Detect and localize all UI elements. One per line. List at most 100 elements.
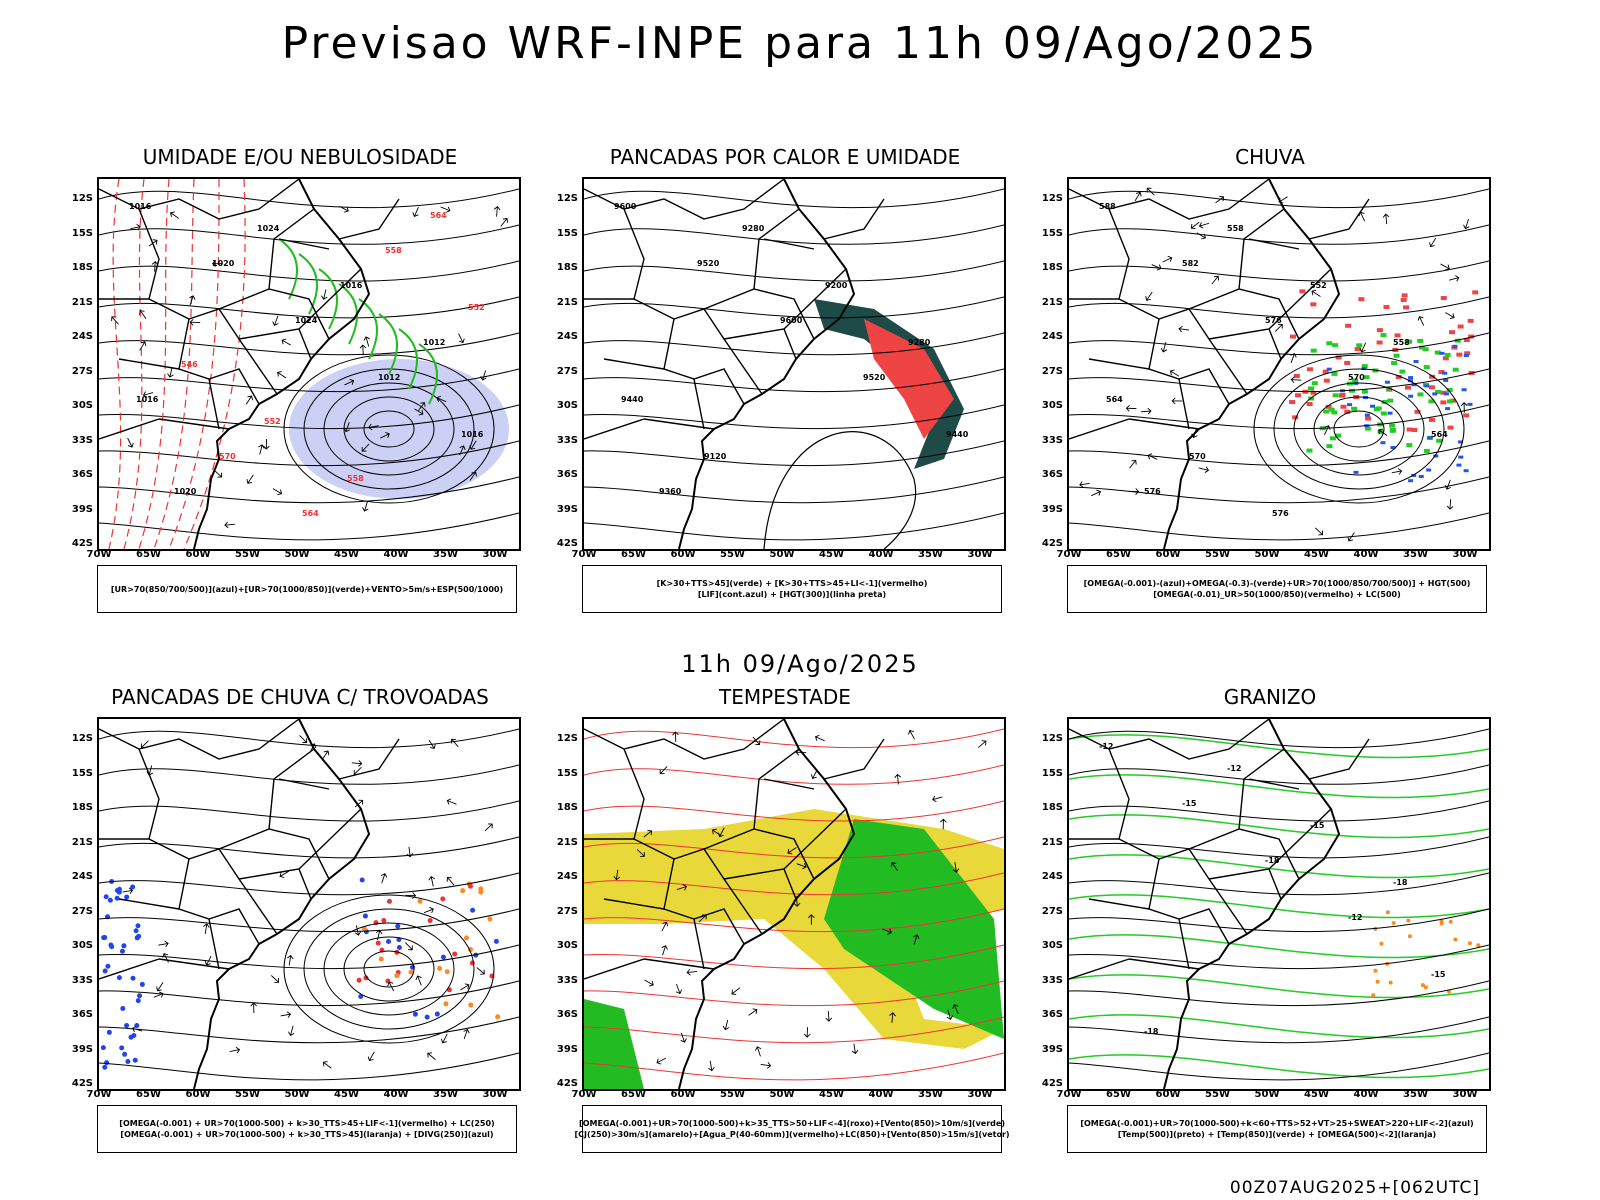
wind-vector bbox=[1079, 481, 1090, 488]
rain-blue-cell bbox=[1442, 371, 1448, 375]
rain-blue-cell bbox=[1443, 378, 1449, 382]
rain-red-cell bbox=[1406, 427, 1413, 432]
contour-line bbox=[1069, 872, 1489, 896]
contour-line bbox=[584, 368, 1004, 393]
longitude-tick: 30W bbox=[1452, 549, 1478, 560]
wind-vector bbox=[752, 736, 761, 746]
country-border bbox=[643, 958, 715, 970]
legend-line: [LIF](cont.azul) + [HGT(300)](linha pret… bbox=[697, 590, 887, 599]
humidity-green-contour bbox=[338, 283, 358, 345]
run-timestamp: 00Z07AUG2025+[062UTC] bbox=[1229, 1178, 1480, 1198]
contour-value-label: 576 bbox=[1265, 316, 1282, 325]
cyclone-contour bbox=[363, 950, 415, 988]
panel-legend: [OMEGA(-0.001) + UR>70(1000-500) + k>30_… bbox=[97, 1105, 517, 1153]
contour-value-label: 1020 bbox=[174, 487, 197, 496]
rain-green-cell bbox=[1417, 392, 1424, 397]
storm-cell bbox=[487, 916, 493, 922]
legend-line: [OMEGA(-0.001)+UR>70(1000-500)+k>35_TTS>… bbox=[579, 1119, 1005, 1128]
omega-orange-cell bbox=[1388, 980, 1393, 985]
country-border bbox=[268, 208, 315, 290]
longitude-tick: 30W bbox=[482, 549, 508, 560]
rain-green-cell bbox=[1419, 345, 1426, 350]
map-frame bbox=[582, 717, 1006, 1091]
wind-vector bbox=[412, 207, 419, 217]
longitude-tick: 70W bbox=[571, 1089, 597, 1100]
longitude-tick: 60W bbox=[670, 549, 696, 560]
contour-value-label: 9600 bbox=[780, 316, 803, 325]
contour-line bbox=[1069, 188, 1489, 209]
panel-legend: [OMEGA(-0.001)-(azul)+OMEGA(-0.3)-(verde… bbox=[1067, 565, 1487, 613]
wind-vector bbox=[450, 738, 459, 748]
wind-vector bbox=[404, 942, 413, 951]
country-border bbox=[298, 868, 312, 900]
rain-red-cell bbox=[1468, 334, 1475, 339]
wind-vector bbox=[1178, 325, 1190, 333]
wind-vector bbox=[111, 316, 119, 325]
country-border bbox=[763, 778, 815, 790]
rain-blue-cell bbox=[1458, 455, 1464, 459]
rain-red-cell bbox=[1323, 378, 1330, 383]
rain-red-cell bbox=[1338, 393, 1345, 398]
rain-red-cell bbox=[1414, 409, 1421, 414]
rain-green-cell bbox=[1361, 364, 1368, 369]
wind-vector bbox=[1324, 425, 1331, 436]
panel-title: UMIDADE E/OU NEBULOSIDADE bbox=[142, 145, 458, 169]
storm-cell bbox=[381, 918, 387, 924]
contour-line bbox=[99, 1052, 519, 1081]
divergence-cell bbox=[131, 1032, 137, 1038]
main-title: Previsao WRF-INPE para 11h 09/Ago/2025 bbox=[281, 18, 1319, 69]
contour-line bbox=[99, 332, 519, 356]
country-border bbox=[99, 719, 300, 760]
omega-orange-cell bbox=[1467, 941, 1472, 946]
latitude-tick: 18S bbox=[71, 802, 93, 813]
rain-blue-cell bbox=[1463, 469, 1469, 473]
rain-green-cell bbox=[1387, 398, 1394, 403]
contour-line bbox=[99, 368, 519, 393]
rain-red-cell bbox=[1344, 360, 1351, 365]
wind-vector bbox=[1151, 264, 1162, 271]
wind-vector bbox=[1196, 232, 1206, 240]
storm-cell bbox=[417, 898, 423, 904]
country-border bbox=[1308, 738, 1370, 780]
cyclone-contour bbox=[323, 922, 455, 1016]
country-border bbox=[338, 198, 400, 240]
longitude-axis: 70W 65W 60W 55W 50W 45W 40W 35W 30W bbox=[1057, 1089, 1491, 1103]
storm-cell bbox=[394, 973, 400, 979]
wind-vector bbox=[189, 318, 201, 326]
latitude-tick: 21S bbox=[71, 296, 93, 308]
wind-vector bbox=[1160, 342, 1168, 353]
latitude-tick: 12S bbox=[556, 193, 578, 204]
wind-vector bbox=[946, 1009, 953, 1020]
wind-vector bbox=[1417, 315, 1425, 326]
rain-red-cell bbox=[1293, 373, 1300, 378]
map-canvas bbox=[99, 719, 519, 1089]
latitude-tick: 12S bbox=[71, 733, 93, 744]
longitude-tick: 70W bbox=[1056, 1089, 1082, 1100]
contour-line bbox=[99, 440, 519, 467]
contour-line bbox=[584, 260, 1004, 282]
longitude-tick: 65W bbox=[1106, 549, 1131, 560]
rain-blue-cell bbox=[1408, 376, 1414, 380]
storm-cell bbox=[478, 889, 484, 895]
latitude-tick: 30S bbox=[1041, 400, 1063, 411]
cyclone-contour bbox=[283, 894, 495, 1044]
contour-line bbox=[1069, 332, 1489, 356]
latitude-tick: 24S bbox=[1041, 331, 1063, 342]
divergence-cell bbox=[134, 935, 140, 941]
rain-red-cell bbox=[1428, 385, 1435, 390]
storm-cell bbox=[440, 896, 446, 902]
legend-line: [OMEGA(-0.001)-(azul)+OMEGA(-0.3)-(verde… bbox=[1083, 579, 1471, 588]
rain-green-cell bbox=[1417, 338, 1424, 343]
omega-orange-cell bbox=[1406, 918, 1411, 923]
wind-vector bbox=[1162, 255, 1173, 263]
storm-cell bbox=[434, 1011, 440, 1017]
wind-vector bbox=[414, 408, 424, 416]
panel-title: GRANIZO bbox=[1223, 685, 1317, 709]
latitude-tick: 36S bbox=[1041, 1009, 1063, 1020]
longitude-tick: 70W bbox=[571, 549, 597, 560]
divergence-cell bbox=[121, 943, 127, 949]
wind-vector bbox=[211, 260, 223, 267]
wind-vector bbox=[423, 906, 434, 914]
latitude-tick: 42S bbox=[1041, 538, 1063, 549]
wind-vector bbox=[203, 923, 210, 934]
